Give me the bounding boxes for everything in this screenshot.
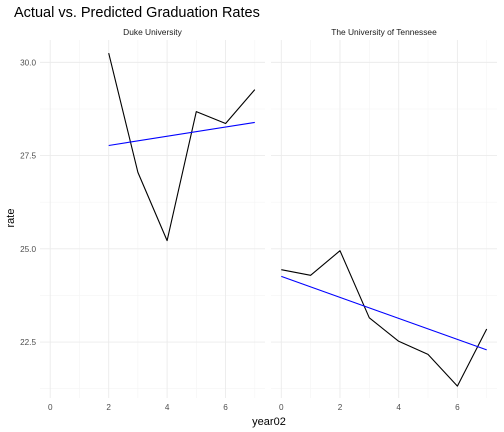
y-tick-label: 30.0 [20, 58, 36, 67]
facet-panel-1: Duke University 0 2 4 6 22.5 25.0 27.5 30.0 [20, 27, 265, 412]
facet-strip-label: The University of Tennessee [331, 27, 437, 37]
y-tick-label: 27.5 [20, 152, 36, 161]
facet-panels: Duke University 0 2 4 6 22.5 25.0 27.5 30.0 The U… [20, 27, 497, 412]
x-tick-label: 0 [279, 403, 284, 412]
actual-rate-line [281, 250, 488, 387]
x-tick-label: 6 [223, 403, 228, 412]
x-tick-label: 2 [338, 403, 343, 412]
chart-title: Actual vs. Predicted Graduation Rates [14, 5, 260, 21]
x-tick-label: 2 [106, 403, 111, 412]
y-tick-label: 22.5 [20, 338, 36, 347]
facet-panel-2: The University of Tennessee 0 2 4 6 [271, 27, 497, 412]
y-axis-label: rate [5, 209, 17, 228]
x-tick-label: 6 [455, 403, 460, 412]
predicted-rate-line [281, 275, 487, 351]
x-tick-label: 0 [48, 403, 53, 412]
facet-strip-label: Duke University [123, 27, 182, 37]
x-tick-label: 4 [396, 403, 401, 412]
x-tick-label: 4 [165, 403, 170, 412]
predicted-rate-line [108, 121, 255, 147]
y-tick-label: 25.0 [20, 245, 36, 254]
actual-rate-line [108, 52, 256, 242]
x-axis-label: year02 [252, 416, 286, 428]
